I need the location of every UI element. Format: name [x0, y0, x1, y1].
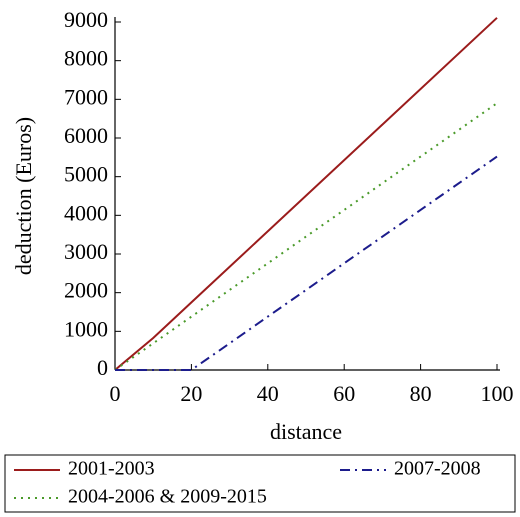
x-tick-label: 60	[333, 381, 355, 406]
line	[115, 155, 498, 371]
y-axis-label: deduction (Euros)	[11, 117, 36, 275]
y-tick-label: 2000	[64, 278, 108, 303]
legend-label: 2001-2003	[68, 458, 155, 480]
y-tick-label: 4000	[64, 200, 108, 225]
y-tick-label: 7000	[64, 84, 108, 109]
line	[114, 17, 498, 371]
line	[114, 102, 498, 371]
legend-label: 2007-2008	[394, 458, 481, 480]
legend: 2001-2003 2004-2006 & 2009-2015 2007-2008	[14, 458, 481, 508]
y-tick-label: 1000	[64, 316, 108, 341]
x-tick-label: 20	[180, 381, 202, 406]
y-tick-label: 0	[97, 355, 108, 380]
x-axis-label: distance	[270, 419, 342, 444]
legend-label: 2004-2006 & 2009-2015	[68, 486, 267, 508]
y-tick-label: 5000	[64, 162, 108, 187]
y-tick-label: 8000	[64, 46, 108, 71]
x-tick-label: 80	[410, 381, 432, 406]
x-tick-label: 100	[481, 381, 514, 406]
x-tick-label: 0	[110, 381, 121, 406]
x-tick-label: 40	[257, 381, 279, 406]
legend-box	[4, 454, 516, 513]
y-tick-label: 6000	[64, 123, 108, 148]
y-tick-label: 9000	[64, 7, 108, 32]
y-tick-label: 3000	[64, 239, 108, 264]
